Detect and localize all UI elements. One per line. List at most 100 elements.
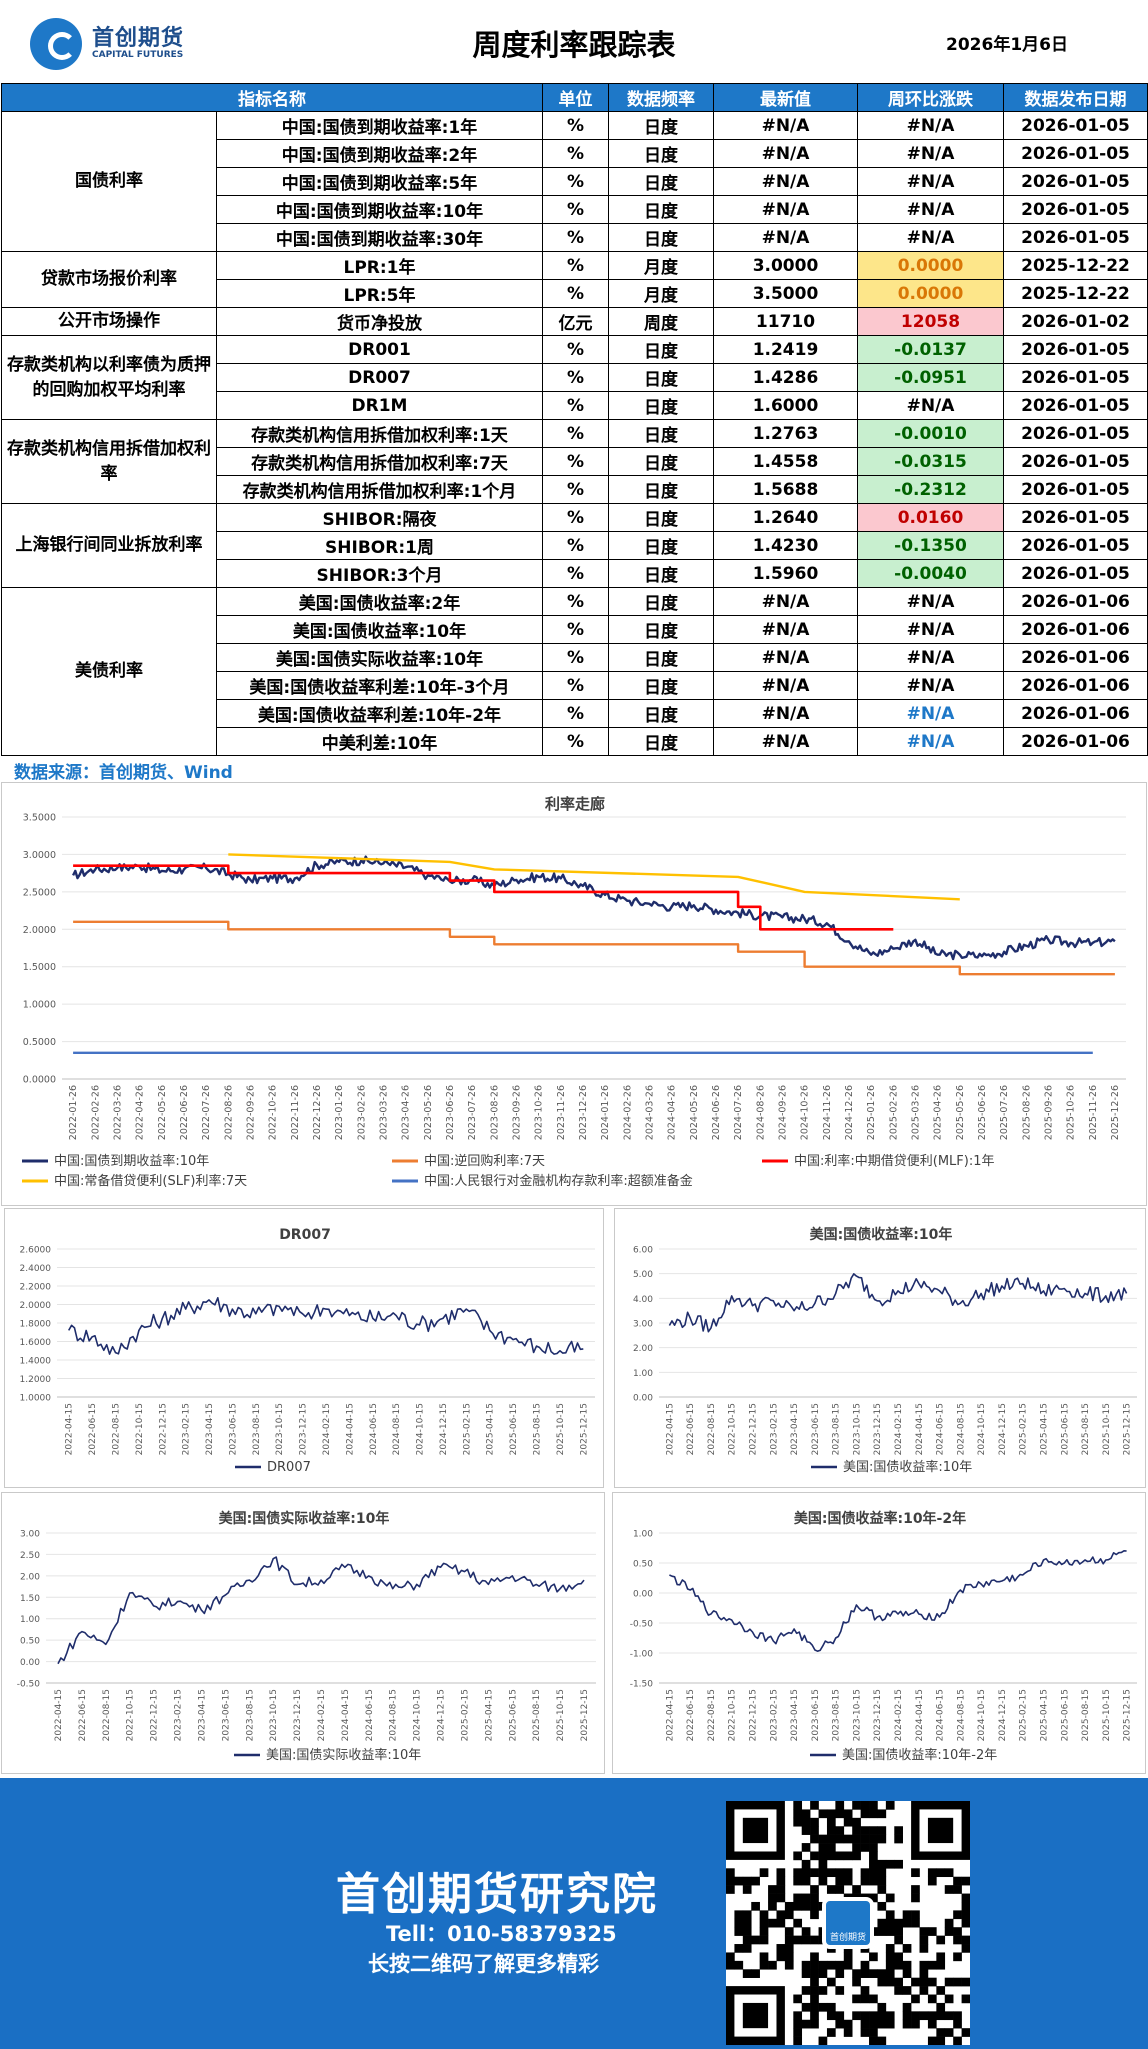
qr-module (919, 1977, 929, 1987)
qr-module (826, 2002, 836, 2012)
weekly-change: -0.0040 (857, 559, 1004, 588)
qr-module (826, 1826, 836, 1835)
qr-module (801, 2019, 811, 2029)
qr-module (843, 1868, 853, 1878)
qr-module (776, 1944, 786, 1953)
indicator-name: 中国:国债到期收益率:5年 (216, 167, 543, 196)
qr-module (885, 1801, 895, 1810)
qr-module (784, 1952, 794, 1962)
x-tick-label: 2025-04-15 (486, 1403, 496, 1455)
qr-code[interactable]: 首创期货 (726, 1801, 971, 2046)
col-header-change: 周环比涨跌 (857, 83, 1004, 112)
x-tick-label: 2022-01-26 (68, 1085, 79, 1140)
qr-module (843, 2028, 853, 2037)
x-tick-label: 2023-10-15 (269, 1689, 279, 1741)
x-tick-label: 2024-12-15 (998, 1403, 1008, 1455)
qr-module (835, 1876, 845, 1886)
latest-value: #N/A (713, 643, 858, 672)
qr-module (759, 1960, 769, 1970)
x-tick-label: 2025-04-15 (1039, 1689, 1049, 1741)
qr-module (894, 1960, 903, 1970)
table-row: 国债利率 中国:国债到期收益率:1年% 日度 #N/A #N/A 2026-01-05 (1, 111, 1148, 252)
x-tick-label: 2024-10-15 (416, 1403, 426, 1455)
legend-label: DR007 (267, 1460, 311, 1475)
unit-cell: % (542, 139, 609, 168)
x-tick-label: 2025-12-15 (1123, 1403, 1133, 1455)
series-line (73, 920, 1115, 976)
x-tick-label: 2024-10-15 (977, 1403, 987, 1455)
us10y-real-chart: 美国:国债实际收益率:10年 -0.50 0.00 0.50 1.00 1.50 2.00 2… (17, 1510, 596, 1763)
qr-module (885, 1977, 895, 1987)
y-tick-label: 4.00 (633, 1295, 653, 1305)
qr-module (852, 1843, 861, 1852)
x-tick-label: 2022-12-15 (158, 1403, 168, 1455)
x-tick-label: 2025-10-15 (1102, 1403, 1112, 1455)
weekly-change: #N/A (857, 727, 1004, 756)
y-tick-label: 2.5000 (23, 887, 56, 898)
x-tick-label: 2022-10-15 (135, 1403, 145, 1455)
y-tick-label: 0.00 (20, 1658, 40, 1668)
qr-module (860, 1826, 870, 1835)
group-name: 公开市场操作 (1, 307, 217, 336)
x-tick-label: 2023-08-15 (245, 1689, 255, 1741)
qr-module (936, 1960, 946, 1970)
x-tick-label: 2023-12-15 (299, 1403, 309, 1455)
x-tick-label: 2023-06-15 (811, 1689, 821, 1741)
latest-value: 1.4558 (713, 447, 858, 476)
x-tick-label: 2023-02-15 (769, 1689, 779, 1741)
qr-module (919, 1944, 929, 1953)
indicator-name: 美国:国债实际收益率:10年 (216, 643, 543, 672)
qr-finder (742, 2002, 769, 2029)
qr-module (911, 2019, 920, 2029)
x-tick-label: 2022-04-15 (65, 1403, 75, 1455)
x-tick-label: 2025-06-26 (977, 1085, 988, 1140)
x-tick-label: 2025-10-15 (556, 1403, 566, 1455)
qr-logo-icon: 首创期货 (822, 1897, 874, 1949)
qr-module (961, 1918, 971, 1928)
qr-module (877, 1876, 887, 1886)
x-tick-label: 2024-05-26 (689, 1085, 700, 1140)
x-tick-label: 2023-06-15 (228, 1403, 238, 1455)
us10y-real-chart-panel: 美国:国债实际收益率:10年 -0.50 0.00 0.50 1.00 1.50 2.00 2… (1, 1492, 605, 1774)
qr-module (852, 1834, 861, 1844)
qr-module (885, 2011, 895, 2021)
x-tick-label: 2023-04-15 (790, 1689, 800, 1741)
y-tick-label: 1.00 (633, 1369, 653, 1379)
qr-module (801, 1935, 811, 1945)
x-tick-label: 2025-11-26 (1088, 1085, 1099, 1140)
y-tick-label: 1.5000 (23, 962, 56, 973)
qr-module (776, 1885, 786, 1894)
logo-icon (30, 18, 82, 70)
x-tick-label: 2025-07-26 (999, 1085, 1010, 1140)
unit-cell: % (542, 335, 609, 364)
qr-module (826, 2028, 836, 2037)
qr-module (734, 1944, 744, 1953)
qr-module (885, 1927, 895, 1936)
table-row: 美债利率 美国:国债收益率:2年% 日度 #N/A #N/A 2026-01-06 (1, 587, 1148, 756)
chart-title: 利率走廊 (545, 795, 605, 813)
latest-value: #N/A (713, 223, 858, 252)
freq-cell: 日度 (608, 363, 714, 392)
table-row: 存款类机构以利率债为质押的回购加权平均利率 DR001% 日度 1.2419 -0.01… (1, 335, 1148, 420)
qr-module (852, 1994, 861, 2004)
qr-module (927, 1876, 937, 1886)
qr-module (869, 1969, 878, 1978)
qr-module (801, 1826, 811, 1835)
qr-module (801, 1901, 811, 1911)
unit-cell: % (542, 503, 609, 532)
qr-module (953, 1952, 962, 1962)
qr-module (877, 1834, 887, 1844)
qr-module (826, 1868, 836, 1878)
x-tick-label: 2025-04-15 (484, 1689, 494, 1741)
qr-module (793, 1876, 803, 1886)
x-tick-label: 2024-12-15 (998, 1689, 1008, 1741)
qr-module (877, 1868, 887, 1878)
qr-module (944, 1868, 954, 1878)
qr-module (936, 1986, 946, 1995)
qr-module (919, 1969, 929, 1978)
qr-module (927, 1960, 937, 1970)
indicator-name: 存款类机构信用拆借加权利率:1天 (216, 419, 543, 448)
corridor-chart: 利率走廊 0.0000 0.5000 1.0000 1.5000 2.0000 2.5000… (22, 795, 1126, 1189)
weekly-change: 12058 (857, 307, 1004, 336)
qr-module (894, 1859, 903, 1869)
